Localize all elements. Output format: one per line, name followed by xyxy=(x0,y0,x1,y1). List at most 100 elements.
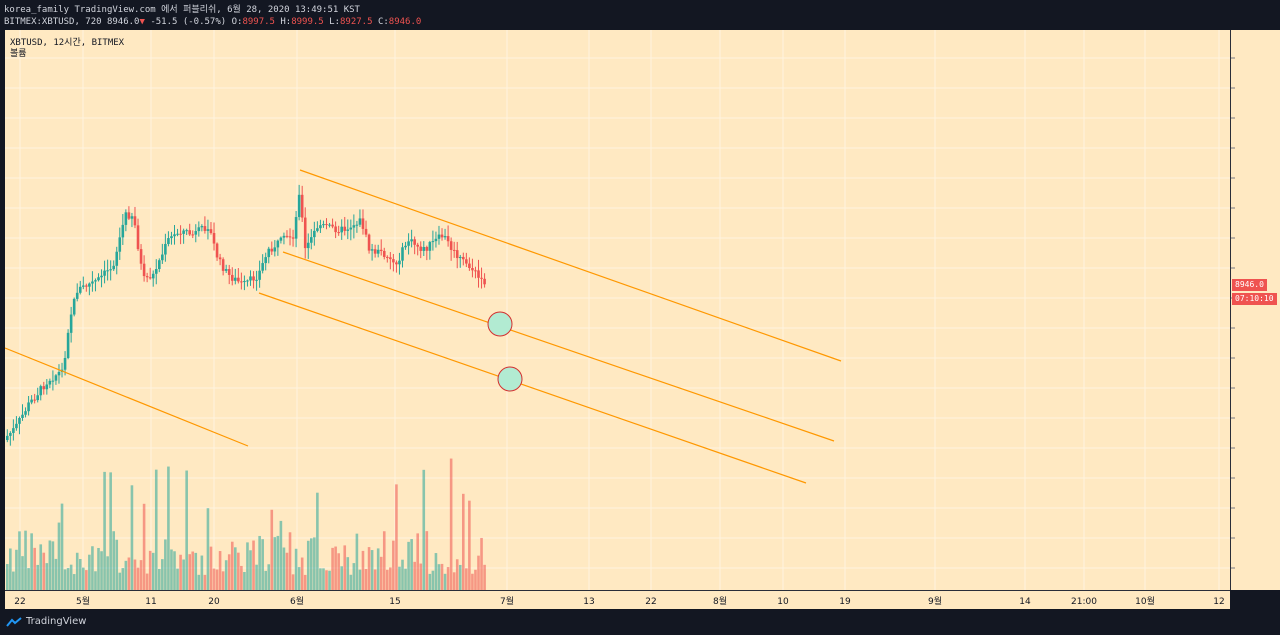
volume-bar xyxy=(352,563,356,590)
volume-bar xyxy=(115,539,119,590)
volume-bar xyxy=(346,557,350,590)
volume-bar xyxy=(401,559,404,590)
candle-body xyxy=(72,298,76,315)
candle-body xyxy=(24,411,27,415)
volume-bar xyxy=(279,520,283,590)
price-axis-ticks xyxy=(1231,57,1235,569)
volume-bar xyxy=(370,550,374,590)
candle-body xyxy=(33,399,36,401)
candle-body xyxy=(194,231,198,235)
candlesticks xyxy=(6,184,486,446)
candle-body xyxy=(376,249,380,254)
candle-body xyxy=(355,224,359,226)
candle-body xyxy=(91,281,94,284)
candle-body xyxy=(316,228,319,231)
down-arrow-icon: ▼ xyxy=(139,17,145,27)
candle-body xyxy=(471,268,474,271)
channel-lower-line[interactable] xyxy=(258,292,807,484)
volume-bar xyxy=(288,532,292,590)
candle-body xyxy=(306,242,310,249)
time-axis-label: 10 xyxy=(777,597,789,607)
candle-body xyxy=(151,273,155,279)
candle-body xyxy=(288,236,292,238)
volume-bar xyxy=(72,574,76,590)
volume-bar xyxy=(267,564,271,590)
volume-bar xyxy=(103,471,106,590)
candle-body xyxy=(97,277,100,281)
volume-bar xyxy=(18,531,21,590)
brand-name: TradingView xyxy=(26,616,87,627)
candle-body xyxy=(364,228,368,235)
candle-body xyxy=(419,246,423,251)
candle-body xyxy=(218,257,222,260)
low-label: L: xyxy=(329,17,340,27)
candle-body xyxy=(373,249,377,254)
candle-body xyxy=(69,314,73,333)
candle-body xyxy=(261,263,264,271)
volume-bar xyxy=(145,573,149,590)
volume-bar xyxy=(203,574,207,590)
trendlines[interactable] xyxy=(4,169,842,484)
candle-body xyxy=(310,237,313,243)
volume-bar xyxy=(124,560,128,590)
volume-bar xyxy=(386,569,389,590)
candle-body xyxy=(352,225,356,228)
candle-body xyxy=(88,283,91,287)
candle-body xyxy=(221,259,225,271)
candle-body xyxy=(158,260,161,270)
candle-body xyxy=(413,239,416,245)
candle-body xyxy=(227,269,231,275)
earlier-trend-line[interactable] xyxy=(4,347,249,447)
volume-bar xyxy=(182,559,185,590)
price-chart[interactable] xyxy=(4,30,1230,590)
volume-bar xyxy=(416,533,419,590)
candle-body xyxy=(258,270,261,280)
volume-bar xyxy=(455,559,459,590)
candle-body xyxy=(15,423,18,429)
circle-markers[interactable] xyxy=(487,311,523,392)
candle-body xyxy=(322,224,325,226)
volume-bars xyxy=(6,458,486,590)
volume-bar xyxy=(240,565,243,590)
volume-bar xyxy=(221,571,225,590)
volume-bar xyxy=(63,569,67,590)
volume-bar xyxy=(60,503,64,590)
volume-bar xyxy=(243,571,246,590)
candle-body xyxy=(51,380,55,382)
volume-bar xyxy=(443,573,447,590)
candle-body xyxy=(103,270,106,276)
volume-bar xyxy=(148,550,152,590)
candle-body xyxy=(45,384,49,390)
time-axis[interactable]: 22 5월 11 20 6월 15 7월 13 22 8월 10 19 9월 14 21:00 10월 12 xyxy=(5,590,1230,610)
chart-header: korea_family TradingView.com 에서 퍼블리쉬, 6월… xyxy=(0,0,1280,30)
channel-middle-line[interactable] xyxy=(282,251,835,442)
candle-body xyxy=(294,217,298,239)
volume-bar xyxy=(276,535,280,590)
volume-bar xyxy=(130,485,134,590)
volume-bar xyxy=(151,552,155,590)
chart-pane[interactable]: XBTUSD, 12시간, BITMEX 볼륨 xyxy=(4,30,1230,590)
volume-bar xyxy=(78,558,82,590)
candle-body xyxy=(246,280,249,282)
volume-bar xyxy=(197,574,201,590)
channel-upper-line[interactable] xyxy=(299,169,842,362)
volume-bar xyxy=(121,568,125,590)
circle-marker-lower[interactable] xyxy=(497,366,523,392)
volume-bar xyxy=(255,564,258,590)
candle-body xyxy=(389,257,392,260)
volume-bar xyxy=(12,571,15,590)
volume-bar xyxy=(230,541,234,590)
circle-marker-upper[interactable] xyxy=(487,311,513,337)
volume-bar xyxy=(428,573,432,590)
volume-bar xyxy=(431,570,435,590)
time-axis-label: 22 xyxy=(14,597,25,607)
tradingview-brand[interactable]: TradingView xyxy=(6,616,86,627)
volume-bar xyxy=(319,568,322,590)
price-axis[interactable] xyxy=(1230,30,1280,590)
candle-body xyxy=(240,281,243,283)
candle-body xyxy=(36,395,39,401)
candle-body xyxy=(154,269,158,274)
candle-body xyxy=(440,234,444,238)
change-value: -51.5 (-0.57%) xyxy=(150,17,227,27)
candle-body xyxy=(437,234,441,239)
